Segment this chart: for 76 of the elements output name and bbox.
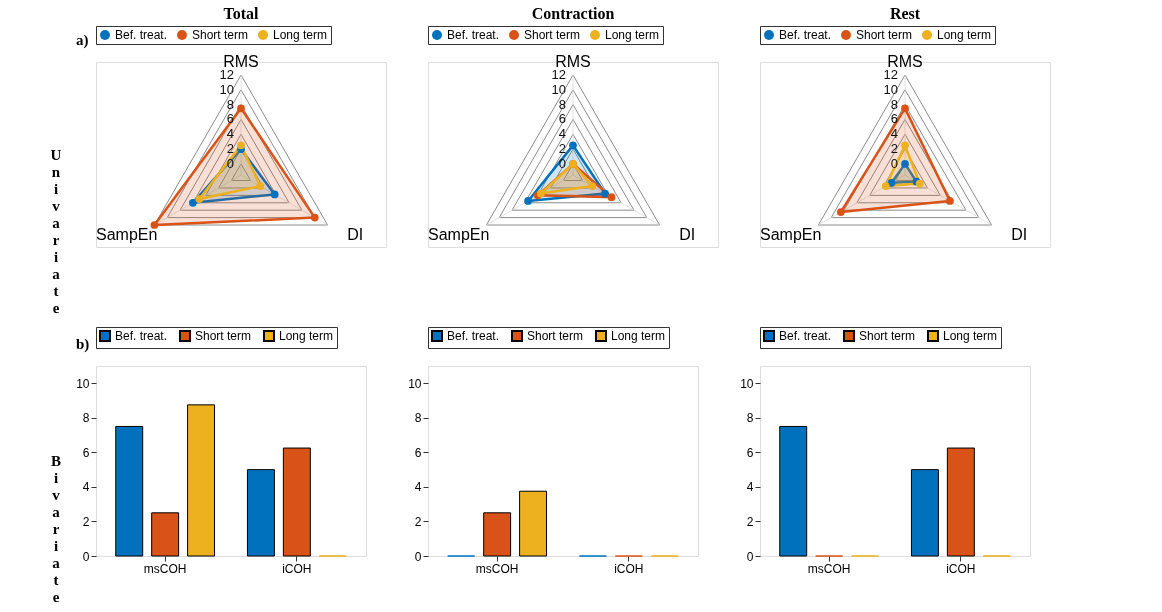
y-tick-label: 2 bbox=[82, 514, 90, 529]
y-tick-label: 12 bbox=[883, 67, 898, 82]
legend-label: Bef. treat. bbox=[447, 329, 500, 343]
y-tick-label: 12 bbox=[551, 67, 566, 82]
spoke-label: SampEn bbox=[760, 226, 822, 243]
chart-title: Rest bbox=[889, 4, 921, 22]
spoke-label: DI bbox=[679, 226, 696, 243]
x-tick-label: iCOH bbox=[282, 561, 312, 576]
y-tick-label: 4 bbox=[414, 480, 422, 495]
x-tick-label: msCOH bbox=[143, 561, 187, 576]
y-tick-label: 12 bbox=[219, 67, 234, 82]
spoke-label: RMS bbox=[887, 53, 923, 70]
legend-label: Short term bbox=[524, 28, 581, 42]
y-tick-label: 0 bbox=[558, 155, 566, 171]
y-tick-label: 0 bbox=[746, 549, 754, 564]
y-tick-label: 4 bbox=[82, 480, 90, 495]
spoke-label: RMS bbox=[555, 53, 591, 70]
x-tick-label: iCOH bbox=[946, 561, 976, 576]
y-tick-label: 0 bbox=[82, 549, 90, 564]
legend-label: Short term bbox=[859, 329, 916, 343]
spoke-label: SampEn bbox=[428, 226, 490, 243]
legend-label: Short term bbox=[856, 28, 913, 42]
y-tick-label: 4 bbox=[226, 126, 234, 142]
y-tick-label: 10 bbox=[219, 81, 234, 97]
legend-label: Bef. treat. bbox=[447, 28, 500, 42]
y-tick-label: 10 bbox=[76, 376, 90, 391]
y-tick-label: 4 bbox=[890, 126, 898, 142]
y-tick-label: 10 bbox=[740, 376, 754, 391]
legend-label: Bef. treat. bbox=[779, 329, 832, 343]
y-tick-label: 8 bbox=[746, 411, 754, 426]
legend-label: Bef. treat. bbox=[115, 329, 168, 343]
legend-label: Short term bbox=[527, 329, 584, 343]
y-tick-label: 6 bbox=[890, 111, 898, 127]
y-tick-label: 2 bbox=[226, 141, 234, 157]
spoke-label: RMS bbox=[223, 53, 259, 70]
y-tick-label: 8 bbox=[226, 96, 234, 112]
y-tick-label: 6 bbox=[746, 445, 754, 460]
spoke-label: DI bbox=[347, 226, 364, 243]
legend-label: Bef. treat. bbox=[779, 28, 832, 42]
spoke-label: DI bbox=[1011, 226, 1028, 243]
y-tick-label: 4 bbox=[558, 126, 566, 142]
legend-label: Long term bbox=[611, 329, 666, 343]
y-tick-label: 10 bbox=[408, 376, 422, 391]
text: a) bbox=[76, 32, 89, 49]
legend-label: Long term bbox=[273, 28, 328, 42]
y-tick-label: 6 bbox=[82, 445, 90, 460]
text: b) bbox=[76, 336, 90, 353]
legend-label: Long term bbox=[279, 329, 334, 343]
y-tick-label: 0 bbox=[414, 549, 422, 564]
x-tick-label: iCOH bbox=[614, 561, 644, 576]
spoke-label: SampEn bbox=[96, 226, 158, 243]
y-tick-label: 4 bbox=[746, 480, 754, 495]
y-tick-label: 6 bbox=[558, 111, 566, 127]
text: Univariate bbox=[50, 146, 62, 316]
legend-label: Long term bbox=[605, 28, 660, 42]
legend-label: Long term bbox=[937, 28, 992, 42]
y-tick-label: 10 bbox=[883, 81, 898, 97]
legend-label: Short term bbox=[192, 28, 249, 42]
y-tick-label: 2 bbox=[890, 141, 898, 157]
y-tick-label: 6 bbox=[414, 445, 422, 460]
y-tick-label: 8 bbox=[558, 96, 566, 112]
y-tick-label: 8 bbox=[82, 411, 90, 426]
text: Bivariate bbox=[50, 453, 62, 605]
y-tick-label: 2 bbox=[746, 514, 754, 529]
chart-title: Contraction bbox=[531, 4, 615, 22]
y-tick-label: 10 bbox=[551, 81, 566, 97]
legend-label: Long term bbox=[943, 329, 998, 343]
x-tick-label: msCOH bbox=[475, 561, 519, 576]
y-tick-label: 8 bbox=[414, 411, 422, 426]
legend-label: Short term bbox=[195, 329, 252, 343]
x-tick-label: msCOH bbox=[807, 561, 851, 576]
y-tick-label: 2 bbox=[558, 141, 566, 157]
legend-label: Bef. treat. bbox=[115, 28, 168, 42]
chart-title: Total bbox=[223, 4, 260, 22]
y-tick-label: 2 bbox=[414, 514, 422, 529]
y-tick-label: 8 bbox=[890, 96, 898, 112]
